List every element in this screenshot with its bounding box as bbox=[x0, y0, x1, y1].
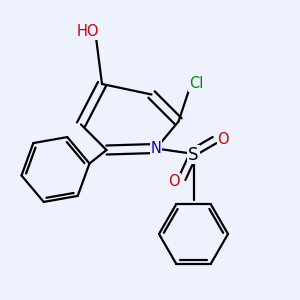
Text: O: O bbox=[168, 174, 180, 189]
Text: N: N bbox=[151, 141, 161, 156]
Text: HO: HO bbox=[76, 24, 99, 39]
Text: S: S bbox=[188, 146, 199, 164]
Text: Cl: Cl bbox=[189, 76, 203, 92]
Text: O: O bbox=[218, 132, 229, 147]
